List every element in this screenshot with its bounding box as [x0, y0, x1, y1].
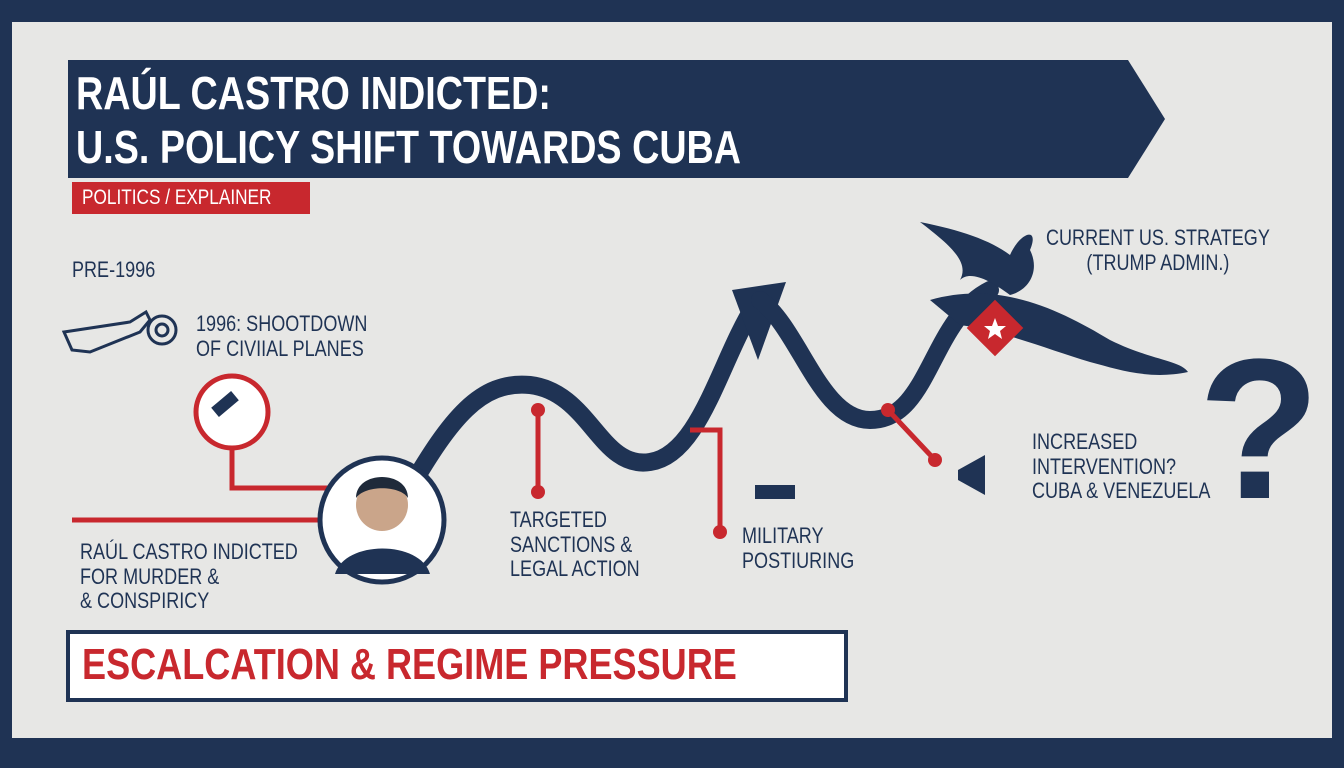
label-line: CUBA & VENEZUELA [1032, 478, 1211, 504]
question-mark: ? [1198, 318, 1321, 541]
timeline-label: TARGETED SANCTIONS & LEGAL ACTION [510, 507, 640, 582]
connector-dots [531, 403, 942, 539]
label-line: INTERVENTION? [1032, 453, 1177, 479]
label-line: (TRUMP ADMIN.) [1086, 249, 1230, 275]
tank-icon [755, 485, 795, 499]
label-line: & CONSPIRICY [80, 588, 210, 614]
timeline-label: RAÚL CASTRO INDICTED FOR MURDER & & CONSPI… [80, 539, 298, 614]
portrait-face [356, 479, 408, 531]
megaphone-icon [958, 455, 985, 495]
plane-icon [61, 309, 178, 354]
label-line: OF CIVIIAL PLANES [196, 335, 364, 361]
footer-box [66, 630, 848, 702]
timeline-label: CURRENT US. STRATEGY (TRUMP ADMIN.) [1046, 225, 1270, 275]
footer-banner: ESCALCATION & REGIME PRESSURE [82, 640, 737, 689]
trend-curve-2 [751, 281, 999, 430]
eagle [920, 222, 1034, 295]
label-line: FOR MURDER & [80, 563, 220, 589]
label-line: CURRENT US. STRATEGY [1046, 225, 1270, 250]
title-line: RAÚL CASTRO INDICTED: [76, 67, 551, 119]
timeline-label: MILITARY POSTIURING [742, 523, 855, 573]
label-line: SANCTIONS & [510, 531, 633, 557]
label-line: MILITARY [742, 523, 824, 548]
gavel [211, 391, 239, 417]
label-line: TARGETED [510, 507, 607, 532]
timeline-label: INCREASED INTERVENTION? CUBA & VENEZUELA [1032, 429, 1211, 504]
gavel-icon [193, 373, 271, 451]
title: RAÚL CASTRO INDICTED: U.S. POLICY SHIFT T… [76, 66, 741, 174]
label-line: LEGAL ACTION [510, 556, 640, 582]
tag-box [72, 182, 310, 214]
label-line: INCREASED [1032, 429, 1138, 454]
timeline-label: 1996: SHOOTDOWN OF CIVIIAL PLANES [196, 311, 368, 361]
label-line: RAÚL CASTRO INDICTED [80, 539, 298, 564]
title-banner [68, 60, 1165, 178]
portrait-hair [356, 477, 408, 498]
category-tag: POLITICS / EXPLAINER [82, 186, 272, 209]
star [984, 318, 1006, 339]
title-line: U.S. POLICY SHIFT TOWARDS CUBA [76, 121, 742, 173]
portrait-suit [335, 548, 430, 574]
cuba-map [930, 293, 1188, 375]
label-line: PRE-1996 [72, 257, 156, 282]
label-line: POSTIURING [742, 547, 855, 573]
label-line: 1996: SHOOTDOWN [196, 311, 368, 336]
connectors [72, 408, 937, 532]
timeline-label: PRE-1996 [72, 257, 156, 283]
trend-curve [401, 296, 764, 497]
